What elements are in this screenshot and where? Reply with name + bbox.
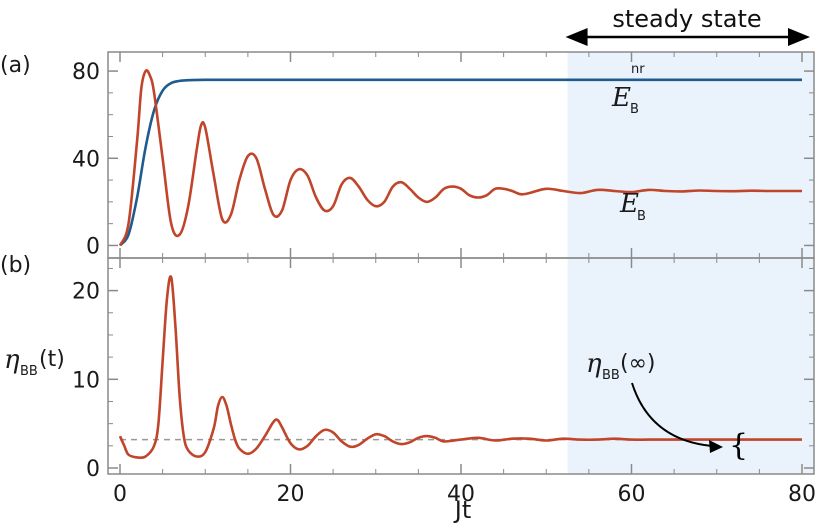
eb-sub: B	[637, 209, 646, 224]
steady-state-annotation: steady state	[565, 5, 810, 46]
series-line-a-0	[118, 78, 802, 247]
eta-inf-arrow	[631, 382, 713, 447]
y-tick-label-b: 20	[72, 280, 100, 305]
eb-main: E	[619, 189, 639, 219]
panel-a-series	[118, 69, 802, 247]
y-tick-label-b: 10	[72, 368, 100, 393]
steady-state-label: steady state	[612, 5, 761, 33]
x-tick-label: 80	[788, 482, 816, 507]
panel-a-ticks: 0 40 80	[72, 52, 814, 259]
ylabel-sub: BB	[20, 364, 38, 379]
eta-infinity-annotation: η BB (∞) {	[586, 349, 748, 463]
steady-state-arrowhead-right	[788, 28, 810, 46]
steady-state-arrowhead-left	[565, 28, 588, 46]
panel-a-label: (a)	[0, 53, 31, 78]
eta-inf-arg: (∞)	[620, 351, 656, 376]
x-tick-label: 60	[618, 482, 646, 507]
series-line-b-0	[118, 275, 802, 460]
steady-state-region-a	[567, 52, 814, 258]
panel-b-ticks: 0 10 20 0 20 40 60 80	[72, 258, 816, 507]
y-axis-label-b: η BB (t)	[4, 345, 65, 379]
ebnr-main: E	[611, 83, 631, 113]
eta-inf-brace: {	[729, 428, 748, 463]
y-tick-label-b: 0	[86, 457, 100, 482]
ebnr-sup: nr	[631, 62, 645, 77]
y-tick-label-a: 80	[72, 60, 100, 85]
y-tick-label-a: 40	[72, 147, 100, 172]
panel-b-label: (b)	[0, 253, 31, 278]
x-tick-label: 0	[113, 482, 127, 507]
x-tick-label: 40	[447, 482, 475, 507]
series-label-eb: E B	[619, 189, 646, 224]
x-axis-label: Jt	[453, 496, 472, 524]
eta-inf-arrowhead	[709, 440, 723, 453]
y-tick-label-a: 0	[86, 234, 100, 259]
series-line-a-1	[118, 69, 802, 247]
eta-inf-main: η	[586, 349, 602, 379]
ebnr-sub: B	[630, 102, 639, 117]
x-tick-label: 20	[277, 482, 305, 507]
ylabel-eta: η	[4, 345, 20, 375]
panel-b-series	[118, 275, 802, 460]
series-label-ebnr: E B nr	[611, 62, 645, 117]
ylabel-arg: (t)	[39, 347, 65, 372]
eta-inf-sub: BB	[602, 368, 620, 383]
